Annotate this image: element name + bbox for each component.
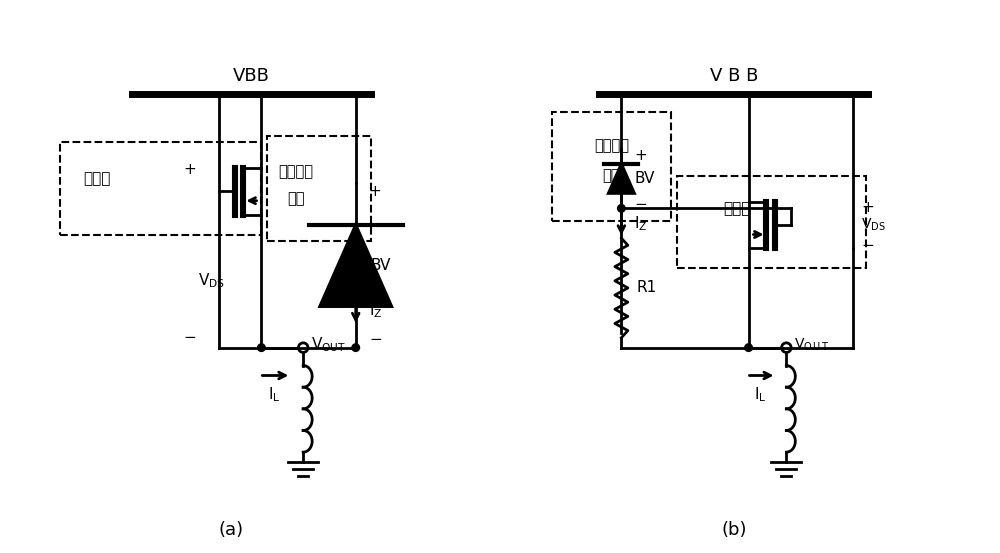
Circle shape xyxy=(352,344,360,351)
Text: V B B: V B B xyxy=(710,67,758,85)
Text: V$_{\rm DS}$: V$_{\rm DS}$ xyxy=(198,272,225,290)
Text: +: + xyxy=(183,162,196,177)
Text: (b): (b) xyxy=(721,521,747,539)
Text: V$_{\rm DS}$: V$_{\rm DS}$ xyxy=(861,217,886,233)
Text: BV: BV xyxy=(371,258,391,273)
Text: I$_{\rm L}$: I$_{\rm L}$ xyxy=(754,385,767,404)
Text: V$_{\rm O\,U\,T}$: V$_{\rm O\,U\,T}$ xyxy=(794,336,830,353)
Text: BV: BV xyxy=(634,171,655,186)
Text: 电路: 电路 xyxy=(287,191,305,206)
Text: 电路: 电路 xyxy=(603,168,620,183)
Text: $-$: $-$ xyxy=(634,195,647,210)
Text: I$_{\rm Z}$: I$_{\rm Z}$ xyxy=(369,301,382,320)
Text: V$_{\rm OUT}$: V$_{\rm OUT}$ xyxy=(311,335,346,354)
Text: 功率管: 功率管 xyxy=(83,171,111,186)
Circle shape xyxy=(745,344,752,351)
Text: +: + xyxy=(369,184,381,199)
Text: R1: R1 xyxy=(636,280,657,295)
Text: 类似齐纳: 类似齐纳 xyxy=(594,138,629,153)
Text: $-$: $-$ xyxy=(369,330,382,345)
Text: $-$: $-$ xyxy=(183,328,196,343)
Text: +: + xyxy=(861,200,874,215)
Text: +: + xyxy=(634,148,647,163)
Text: VBB: VBB xyxy=(233,67,270,85)
Polygon shape xyxy=(320,225,392,306)
Text: I$_{\rm L}$: I$_{\rm L}$ xyxy=(268,385,281,404)
Text: $-$: $-$ xyxy=(861,236,874,251)
Text: I$_{\rm Z}$: I$_{\rm Z}$ xyxy=(634,214,648,233)
Text: 功率管: 功率管 xyxy=(723,201,750,216)
Circle shape xyxy=(618,205,625,212)
Text: 类似齐纳: 类似齐纳 xyxy=(279,164,314,179)
Circle shape xyxy=(258,344,265,351)
Polygon shape xyxy=(608,164,635,194)
Text: (a): (a) xyxy=(219,521,244,539)
